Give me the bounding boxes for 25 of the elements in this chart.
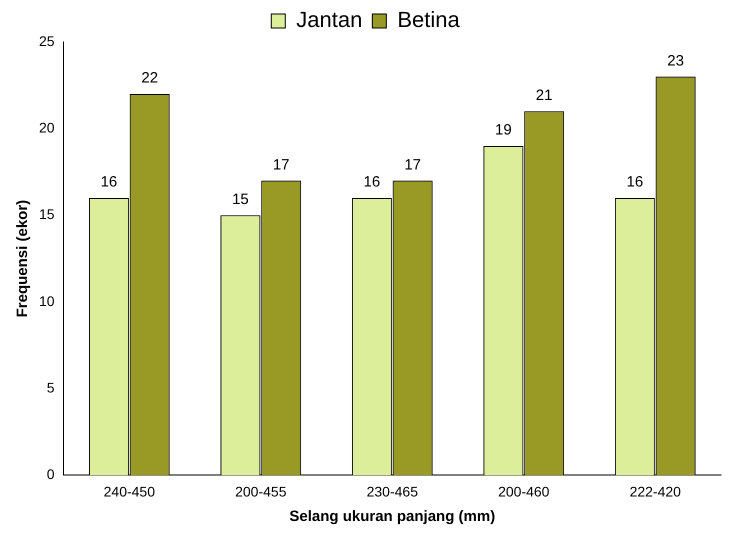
legend-label: Betina [397,7,460,32]
data-label: 21 [536,86,552,104]
data-label: 17 [272,156,290,174]
y-tick-label: 5 [46,379,55,396]
data-label: 16 [364,174,380,191]
x-tick-label: 200-460 [498,483,550,500]
data-label: 16 [100,174,118,191]
y-axis-title: Frequensi (ekor) [14,200,32,318]
x-tick-label: 230-465 [366,483,418,500]
x-tick-label: 222-420 [630,483,682,500]
data-label: 23 [667,52,684,70]
y-tick-label: 20 [38,120,55,136]
data-label: 16 [626,174,644,191]
data-label: 15 [232,190,249,208]
x-tick-label: 200-455 [235,483,287,500]
data-label: 17 [404,156,422,174]
y-tick-label: 0 [46,466,55,482]
x-tick-label: 240-450 [104,483,156,500]
data-label: 19 [495,122,512,139]
x-axis-title: Selang ukuran panjang (mm) [289,508,496,526]
y-tick-label: 10 [38,292,55,309]
y-tick-label: 25 [38,32,55,49]
y-tick-label: 15 [38,206,55,222]
legend-label: Jantan [296,7,362,32]
data-label: 22 [141,70,158,87]
